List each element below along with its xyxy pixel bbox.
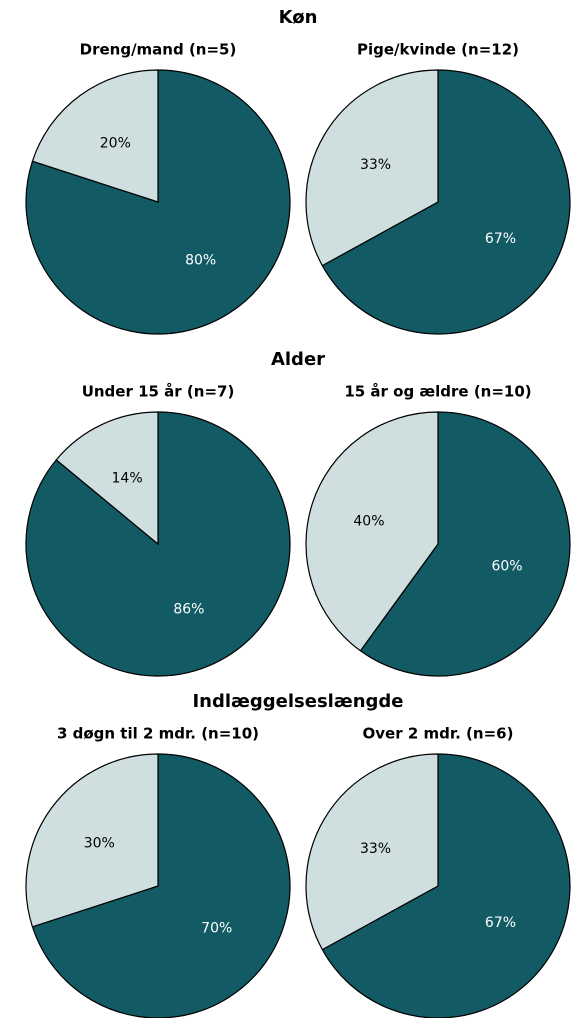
slice-label: 33% (360, 841, 391, 857)
pie-slice (359, 411, 571, 677)
chart-title: 3 døgn til 2 mdr. (n=10) (57, 725, 259, 743)
slice-label: 70% (201, 921, 232, 937)
chart-title: Pige/kvinde (n=12) (357, 41, 519, 59)
slice-label: 86% (173, 602, 204, 618)
pie-slice (305, 753, 439, 951)
pie-slice (321, 69, 571, 335)
section-title: Indlæggelseslængde (192, 691, 403, 712)
slice-label: 14% (112, 470, 143, 486)
section-title: Alder (271, 349, 325, 370)
chart-title: 15 år og ældre (n=10) (344, 383, 531, 401)
slice-label: 33% (360, 157, 391, 173)
chart-title: Under 15 år (n=7) (82, 383, 235, 401)
section-title: Køn (279, 7, 318, 28)
pie-slice (321, 753, 571, 1018)
pie-slice (31, 69, 159, 203)
pie-slice (31, 753, 291, 1018)
chart-title: Dreng/mand (n=5) (80, 41, 237, 59)
slice-label: 30% (84, 835, 115, 851)
slice-label: 40% (353, 514, 384, 530)
slice-label: 80% (185, 253, 216, 269)
pie-slice (305, 411, 439, 652)
slice-label: 67% (485, 915, 516, 931)
slice-label: 60% (491, 558, 522, 574)
pie-slice (305, 69, 439, 267)
pie-slice (25, 753, 159, 928)
pie-slice (55, 411, 159, 546)
slice-label: 67% (485, 231, 516, 247)
chart-title: Over 2 mdr. (n=6) (363, 725, 514, 743)
slice-label: 20% (100, 135, 131, 151)
